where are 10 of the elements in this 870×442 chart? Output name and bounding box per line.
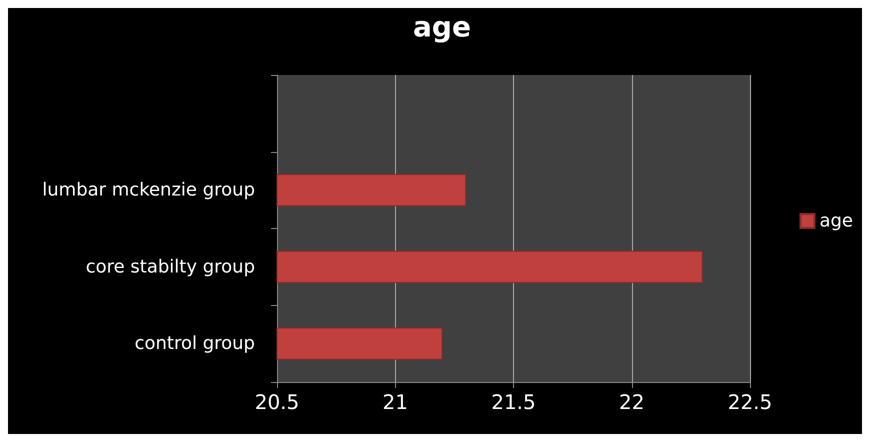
y-tick-label: lumbar mckenzie group	[42, 180, 255, 201]
x-tick-label: 22	[619, 390, 644, 414]
x-tick-label: 22.5	[728, 390, 772, 414]
y-tick-label: control group	[134, 333, 255, 354]
legend-label: age	[819, 210, 853, 232]
x-tick-label: 20.5	[254, 390, 300, 414]
y-tick-label: core stabilty group	[86, 256, 255, 278]
x-tick-label: 21	[382, 390, 408, 414]
x-tick-label: 21.5	[491, 390, 536, 414]
chart-title: age	[413, 10, 471, 44]
